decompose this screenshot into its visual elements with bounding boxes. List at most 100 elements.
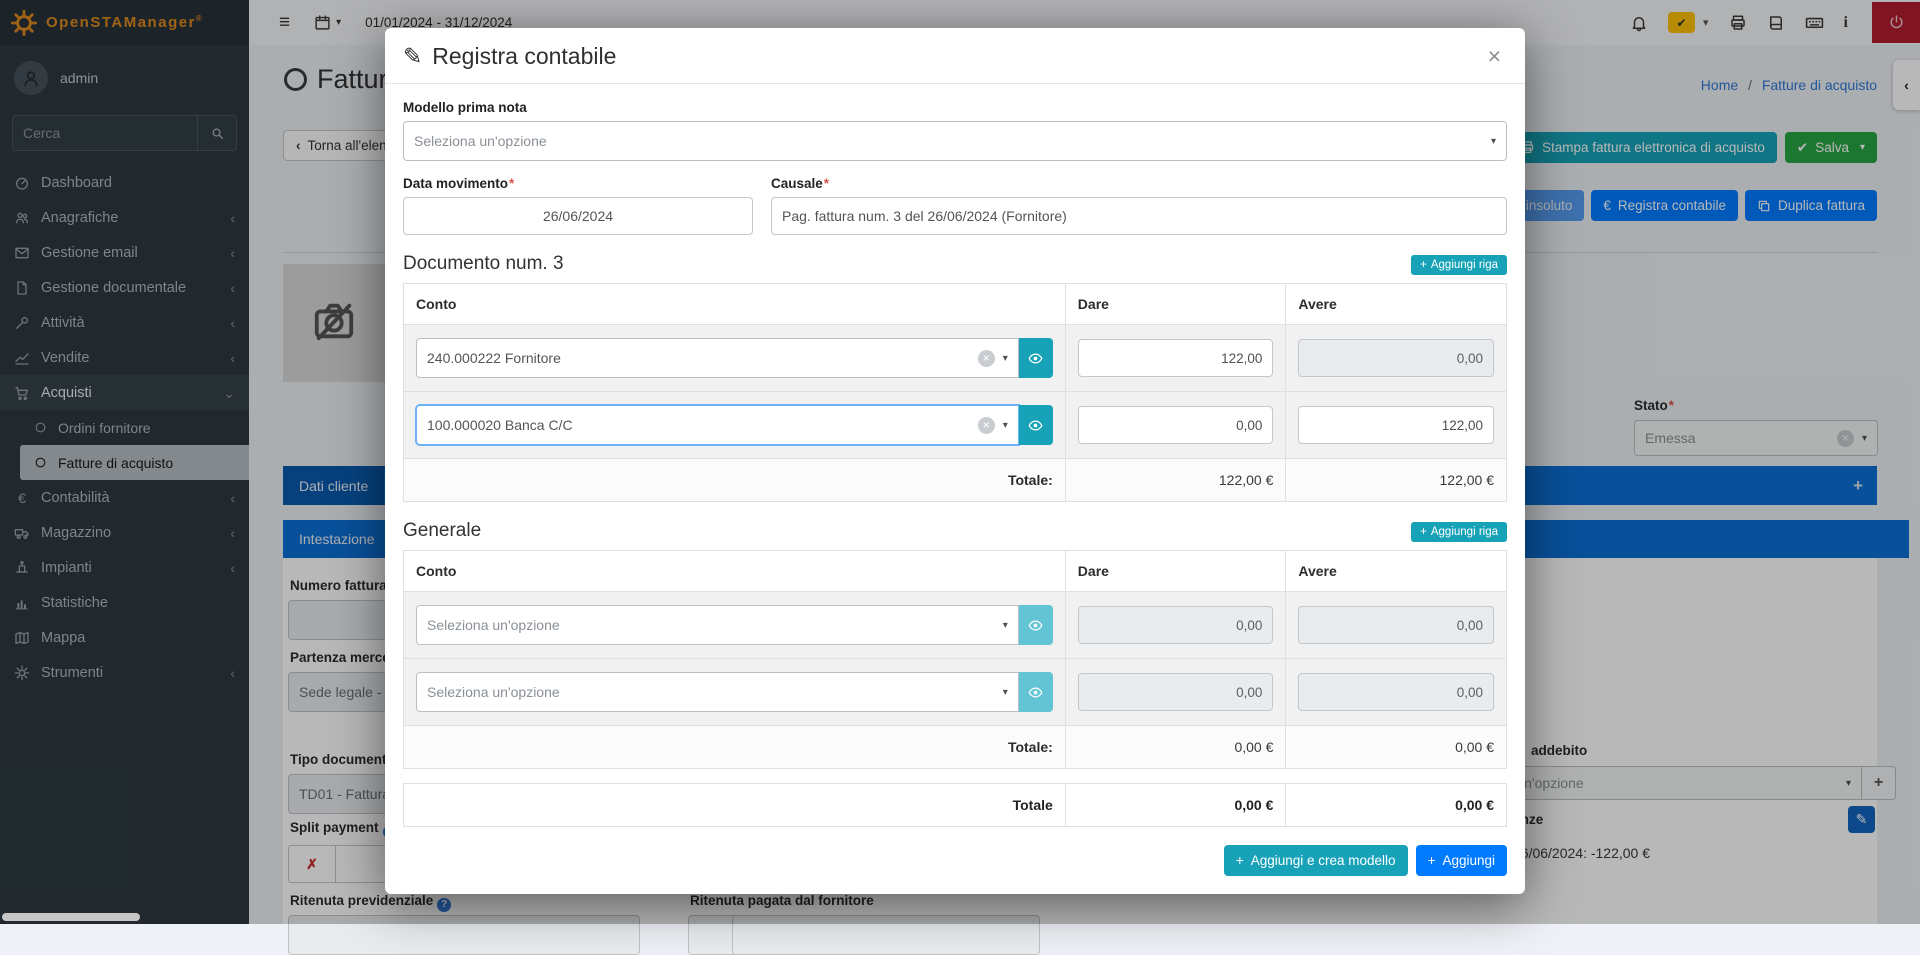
scrollbar-thumb[interactable] — [2, 913, 140, 921]
conto-select[interactable]: 240.000222 Fornitore × ▾ — [416, 338, 1019, 378]
pencil-icon: ✎ — [1855, 811, 1868, 827]
sidebar-item-ordini-fornitore[interactable]: Ordini fornitore — [0, 410, 249, 445]
addebito-label: addebito — [1531, 743, 1588, 758]
view-account-button[interactable] — [1018, 338, 1053, 378]
sidebar-item-contabilita[interactable]: € Contabilità ‹ — [0, 480, 249, 515]
add-row-button[interactable]: + Aggiungi riga — [1411, 255, 1507, 275]
chevron-down-icon: ▾ — [1859, 142, 1865, 153]
conto-select[interactable]: Seleziona un'opzione ▾ — [416, 672, 1019, 712]
causale-label: Causale* — [771, 176, 830, 191]
sidebar-item-acquisti[interactable]: Acquisti ⌄ — [0, 375, 249, 410]
dare-input[interactable] — [1077, 406, 1274, 444]
chevron-down-icon: ▾ — [1002, 352, 1008, 364]
add-tab-button[interactable]: + — [1853, 475, 1863, 495]
sidebar-item-attivita[interactable]: Attività ‹ — [0, 305, 249, 340]
modello-prima-nota-select[interactable]: Seleziona un'opzione ▾ — [403, 121, 1507, 161]
gear-icon — [14, 665, 30, 680]
status-check-badge[interactable]: ✔ — [1668, 12, 1696, 33]
sidebar-item-anagrafiche[interactable]: Anagrafiche ‹ — [0, 200, 249, 235]
panel-collapse-tab[interactable]: ‹ — [1893, 60, 1920, 110]
power-icon — [1890, 15, 1902, 29]
logout-power-button[interactable] — [1872, 2, 1920, 43]
sidebar-item-gestione-documentale[interactable]: Gestione documentale ‹ — [0, 270, 249, 305]
table-row: Seleziona un'opzione ▾ — [403, 658, 1507, 726]
users-icon — [16, 212, 28, 223]
keyboard-icon[interactable] — [1805, 13, 1824, 32]
chevron-down-icon: ⌄ — [223, 384, 235, 401]
view-account-button[interactable] — [1018, 672, 1053, 712]
search-icon — [212, 128, 223, 139]
chevron-down-icon: ▾ — [1490, 135, 1496, 147]
map-icon — [15, 631, 29, 644]
save-button[interactable]: ✔ Salva ▾ — [1784, 132, 1877, 163]
add-button[interactable]: + Aggiungi — [1415, 845, 1507, 876]
view-account-button[interactable] — [1018, 605, 1053, 645]
edit-scadenze-button[interactable]: ✎ — [1848, 806, 1875, 833]
sidebar-item-statistiche[interactable]: Statistiche — [0, 585, 249, 620]
view-account-button[interactable] — [1018, 405, 1053, 445]
print-electronic-invoice-button[interactable]: Stampa fattura elettronica di acquisto — [1507, 132, 1777, 163]
search-button[interactable] — [197, 115, 237, 151]
search-input[interactable] — [12, 115, 197, 151]
breadcrumb: Home / Fatture di acquisto — [1700, 77, 1877, 93]
add-and-create-model-button[interactable]: + Aggiungi e crea modello — [1223, 845, 1408, 876]
sidebar-item-magazzino[interactable]: Magazzino ‹ — [0, 515, 249, 550]
sidebar-item-fatture-di-acquisto[interactable]: Fatture di acquisto — [20, 445, 249, 480]
required-asterisk: * — [509, 176, 515, 191]
registra-contabile-modal: ✎ Registra contabile × Modello prima not… — [385, 28, 1525, 894]
chevron-left-icon: ‹ — [296, 138, 301, 153]
generale-total-dare: 0,00 € — [1064, 725, 1287, 769]
sidebar-item-mappa[interactable]: Mappa — [0, 620, 249, 655]
duplicate-invoice-button[interactable]: Duplica fattura — [1744, 190, 1877, 221]
gauge-icon — [16, 177, 28, 190]
chevron-down-icon: ▾ — [1002, 419, 1008, 431]
stato-select[interactable]: Emessa × ▾ — [1634, 420, 1878, 456]
tab-dati-cliente[interactable]: Dati cliente — [283, 466, 385, 505]
file-icon — [17, 280, 27, 295]
causale-input[interactable] — [771, 197, 1507, 235]
sidebar-item-vendite[interactable]: Vendite ‹ — [0, 340, 249, 375]
chevron-left-icon: ‹ — [230, 524, 235, 541]
euro-icon: € — [18, 489, 26, 506]
clear-icon[interactable]: × — [1836, 429, 1854, 447]
sidebar-item-strumenti[interactable]: Strumenti ‹ — [0, 655, 249, 690]
conto-select[interactable]: 100.000020 Banca C/C × ▾ — [416, 405, 1019, 445]
chevron-down-icon[interactable]: ▾ — [1703, 17, 1709, 29]
conto-select[interactable]: Seleziona un'opzione ▾ — [416, 605, 1019, 645]
grand-total-avere: 0,00 € — [1285, 783, 1507, 827]
sidebar-search — [12, 115, 237, 151]
clear-icon[interactable]: × — [977, 349, 995, 367]
book-icon[interactable] — [1767, 14, 1785, 32]
sidebar-item-gestione-email[interactable]: Gestione email ‹ — [0, 235, 249, 270]
help-icon[interactable]: ? — [437, 897, 452, 912]
bell-icon[interactable] — [1630, 14, 1648, 32]
avatar — [14, 61, 48, 95]
hamburger-menu-icon[interactable]: ≡ — [279, 11, 291, 33]
calendar-menu[interactable]: ▾ — [314, 14, 341, 31]
numero-fattura-label: Numero fattura — [290, 578, 387, 593]
printer-icon[interactable] — [1729, 14, 1747, 32]
clear-icon[interactable]: × — [977, 416, 995, 434]
chevron-left-icon: ‹ — [230, 664, 235, 681]
info-icon[interactable]: i — [1843, 13, 1848, 31]
grand-total-dare: 0,00 € — [1064, 783, 1287, 827]
sidebar-item-impianti[interactable]: Impianti ‹ — [0, 550, 249, 585]
column-header-avere: Avere — [1285, 283, 1507, 325]
chevron-down-icon: ▾ — [1861, 432, 1867, 444]
avere-input[interactable] — [1298, 406, 1494, 444]
breadcrumb-home-link[interactable]: Home — [1700, 77, 1739, 93]
app-logo[interactable]: OpenSTAManager® — [0, 0, 249, 45]
dare-input[interactable] — [1077, 339, 1274, 377]
sidebar-item-dashboard[interactable]: Dashboard — [0, 165, 249, 200]
add-addebito-button[interactable]: + — [1862, 766, 1896, 800]
required-asterisk: * — [823, 176, 830, 191]
table-row: 240.000222 Fornitore × ▾ — [403, 324, 1507, 392]
breadcrumb-current-link[interactable]: Fatture di acquisto — [1761, 77, 1877, 93]
date-range[interactable]: 01/01/2024 - 31/12/2024 — [365, 15, 513, 30]
close-icon[interactable]: × — [1482, 44, 1507, 69]
scadenza-value: 26/06/2024: -122,00 € — [1513, 845, 1651, 861]
add-row-button[interactable]: + Aggiungi riga — [1411, 522, 1507, 542]
register-contabile-button[interactable]: € Registra contabile — [1591, 190, 1738, 221]
chart-line-icon — [15, 352, 29, 365]
data-movimento-input[interactable] — [403, 197, 753, 235]
